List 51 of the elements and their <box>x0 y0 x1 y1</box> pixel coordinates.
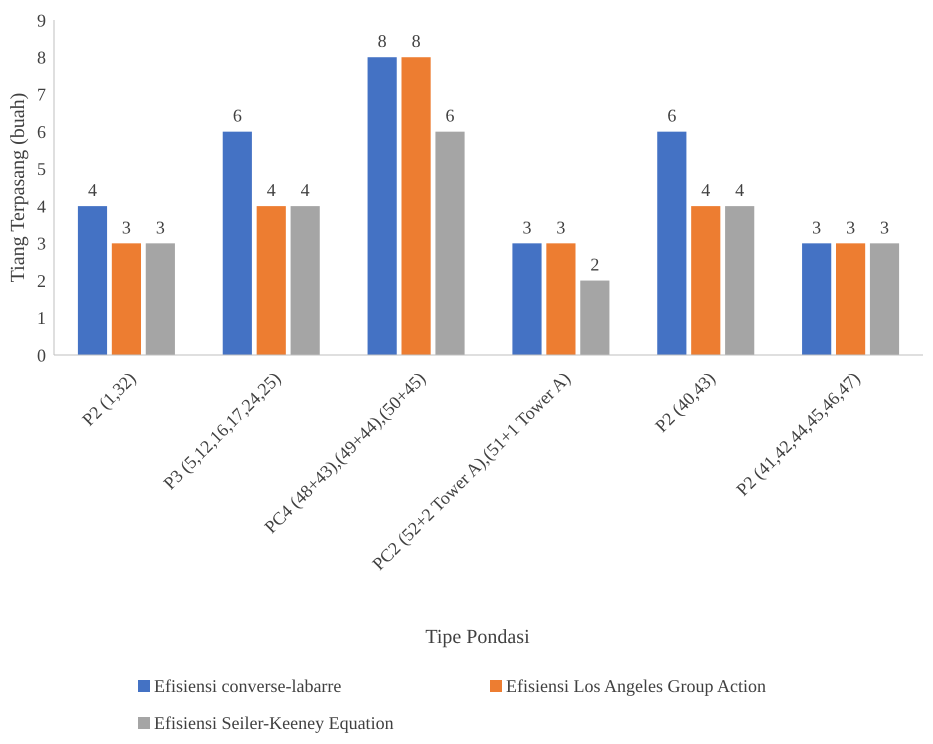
bar <box>222 132 252 355</box>
bar <box>146 243 175 355</box>
data-label: 3 <box>522 217 532 238</box>
x-axis-title: Tipe Pondasi <box>425 626 530 648</box>
bar <box>435 132 465 355</box>
y-tick-label: 7 <box>37 84 46 105</box>
y-tick-label: 9 <box>37 10 46 30</box>
bar <box>290 206 320 355</box>
y-tick-label: 2 <box>37 270 46 291</box>
data-label: 3 <box>122 217 131 238</box>
y-tick-label: 1 <box>37 308 46 328</box>
data-label: 4 <box>701 180 710 200</box>
y-tick-label: 6 <box>37 122 46 142</box>
y-tick-label: 3 <box>37 234 46 254</box>
legend-label: Efisiensi Seiler-Keeney Equation <box>154 713 394 733</box>
data-label: 4 <box>88 180 97 200</box>
bar <box>256 206 286 355</box>
data-label: 6 <box>667 106 676 126</box>
data-label: 6 <box>446 106 455 126</box>
y-tick-label: 5 <box>37 159 46 180</box>
bar <box>546 243 576 355</box>
bar <box>657 132 686 355</box>
data-label: 3 <box>556 217 566 238</box>
bar <box>836 243 866 355</box>
data-label: 3 <box>880 217 890 238</box>
y-tick-label: 0 <box>37 345 46 366</box>
legend-label: Efisiensi converse-labarre <box>154 676 342 696</box>
data-label: 4 <box>735 180 744 200</box>
data-label: 2 <box>590 254 600 275</box>
data-label: 8 <box>378 31 387 52</box>
legend-label: Efisiensi Los Angeles Group Action <box>506 676 766 696</box>
data-label: 8 <box>412 31 421 52</box>
bar <box>691 206 720 355</box>
bar <box>512 243 542 355</box>
data-label: 6 <box>232 106 242 126</box>
bar <box>78 206 108 355</box>
bar <box>368 57 397 355</box>
bar <box>580 280 610 355</box>
data-label: 3 <box>846 217 856 238</box>
data-label: 3 <box>812 217 822 238</box>
y-tick-label: 4 <box>37 196 46 216</box>
bar <box>725 206 754 355</box>
data-label: 3 <box>156 217 165 238</box>
bar <box>870 243 900 355</box>
y-axis-title: Tiang Terpasang (buah) <box>7 92 29 282</box>
data-label: 4 <box>300 180 310 200</box>
data-label: 4 <box>266 180 276 200</box>
y-tick-label: 8 <box>37 48 46 68</box>
bar <box>112 243 142 355</box>
bar <box>802 243 832 355</box>
bar <box>401 57 431 355</box>
